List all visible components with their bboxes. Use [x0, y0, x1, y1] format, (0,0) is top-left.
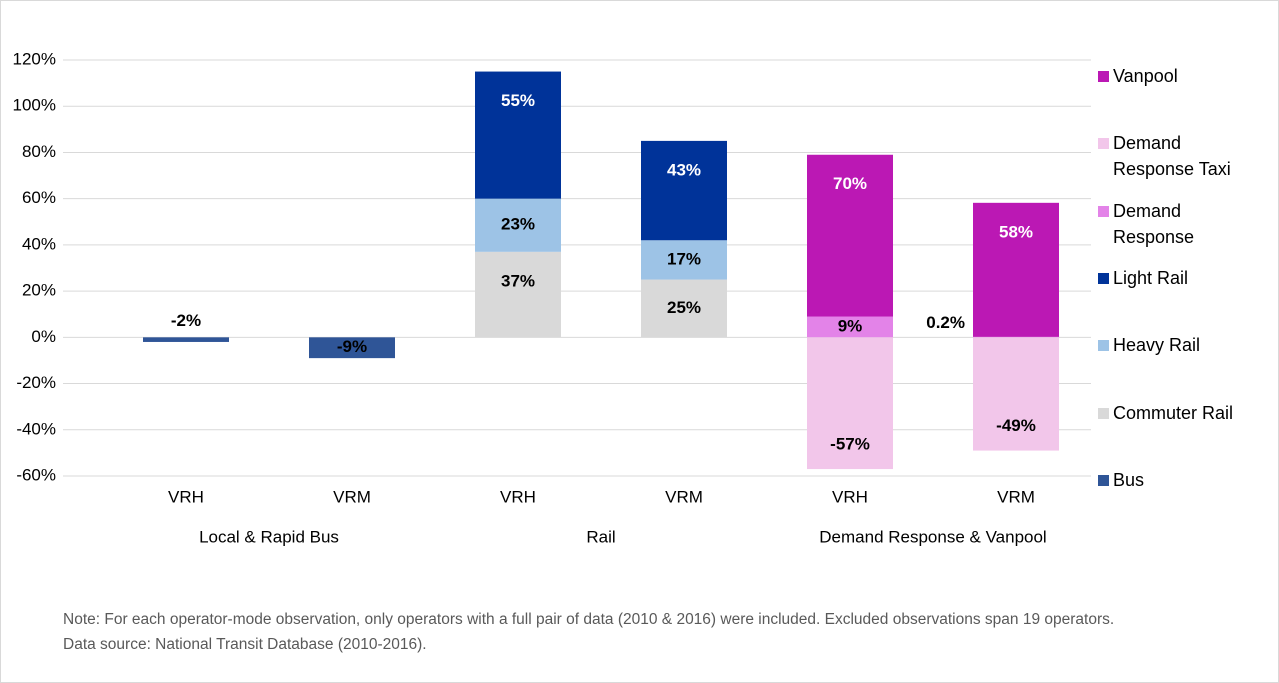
legend-swatch — [1098, 474, 1109, 486]
bar-segment — [475, 251, 561, 338]
data-label: 9% — [838, 316, 863, 335]
y-tick-label: 120% — [13, 49, 56, 68]
legend-label: Demand Response — [1113, 200, 1195, 247]
legend-label: Demand Response Taxi — [1113, 133, 1231, 180]
legend-label: Bus — [1113, 469, 1145, 490]
legend-item: Light Rail — [1098, 265, 1278, 291]
data-label: 37% — [501, 271, 535, 290]
group-label: Rail — [586, 527, 615, 546]
bar-segment — [973, 202, 1059, 337]
x-tick-label: VRM — [665, 487, 703, 506]
data-label: 25% — [667, 298, 701, 317]
y-tick-label: 20% — [22, 281, 56, 300]
data-label: 58% — [999, 222, 1033, 241]
legend-item: Vanpool — [1098, 63, 1278, 89]
legend-label: Vanpool — [1113, 66, 1178, 86]
bar-segment — [475, 71, 561, 199]
data-label: -49% — [996, 416, 1036, 435]
group-label: Local & Rapid Bus — [199, 527, 339, 546]
y-tick-label: 100% — [13, 96, 56, 115]
y-tick-label: -20% — [16, 373, 56, 392]
data-label: -2% — [171, 311, 201, 330]
bar-segment — [641, 240, 727, 280]
data-label: -57% — [830, 435, 870, 454]
data-label: 0.2% — [926, 313, 965, 332]
legend-item: Commuter Rail — [1098, 400, 1278, 426]
legend-swatch — [1098, 340, 1109, 352]
data-label: 70% — [833, 174, 867, 193]
y-tick-label: 0% — [31, 327, 56, 346]
bar-segment — [807, 337, 893, 470]
y-tick-label: 80% — [22, 142, 56, 161]
data-label: 23% — [501, 215, 535, 234]
source: Data source: National Transit Database (… — [63, 636, 427, 653]
legend-swatch — [1098, 71, 1109, 82]
x-tick-label: VRH — [500, 487, 536, 506]
legend-item: Demand Response Taxi — [1098, 130, 1278, 182]
x-tick-label: VRH — [168, 487, 204, 506]
bar-segment — [973, 337, 1059, 451]
bar-segment — [807, 316, 893, 338]
legend-swatch — [1098, 205, 1109, 217]
y-tick-label: -60% — [16, 465, 56, 484]
legend-swatch — [1098, 138, 1109, 150]
legend-label: Commuter Rail — [1113, 402, 1234, 423]
group-label: Demand Response & Vanpool — [819, 527, 1046, 546]
x-tick-label: VRM — [997, 487, 1035, 506]
legend-swatch — [1098, 272, 1109, 284]
bar-segment — [641, 140, 727, 241]
legend-item: Demand Response — [1098, 198, 1278, 250]
bar-segment — [475, 198, 561, 252]
notes: Note: For each operator-mode observation… — [63, 607, 1143, 657]
data-label: 17% — [667, 249, 701, 268]
data-label: 43% — [667, 160, 701, 179]
legend-item: Bus — [1098, 467, 1278, 493]
bar-segment — [807, 154, 893, 317]
bar-segment — [641, 279, 727, 338]
note: Note: For each operator-mode observation… — [63, 611, 1115, 628]
x-tick-label: VRM — [333, 487, 371, 506]
bar-segment — [309, 337, 395, 359]
legend-label: Light Rail — [1113, 267, 1189, 288]
y-tick-label: 60% — [22, 188, 56, 207]
data-label: -9% — [337, 337, 367, 356]
x-tick-label: VRH — [832, 487, 868, 506]
legend-swatch — [1098, 407, 1109, 419]
y-tick-label: 40% — [22, 234, 56, 253]
y-tick-label: -40% — [16, 419, 56, 438]
legend-item: Heavy Rail — [1098, 332, 1278, 358]
bar-segment — [143, 337, 229, 342]
data-label: 55% — [501, 91, 535, 110]
legend-label: Heavy Rail — [1113, 335, 1201, 356]
